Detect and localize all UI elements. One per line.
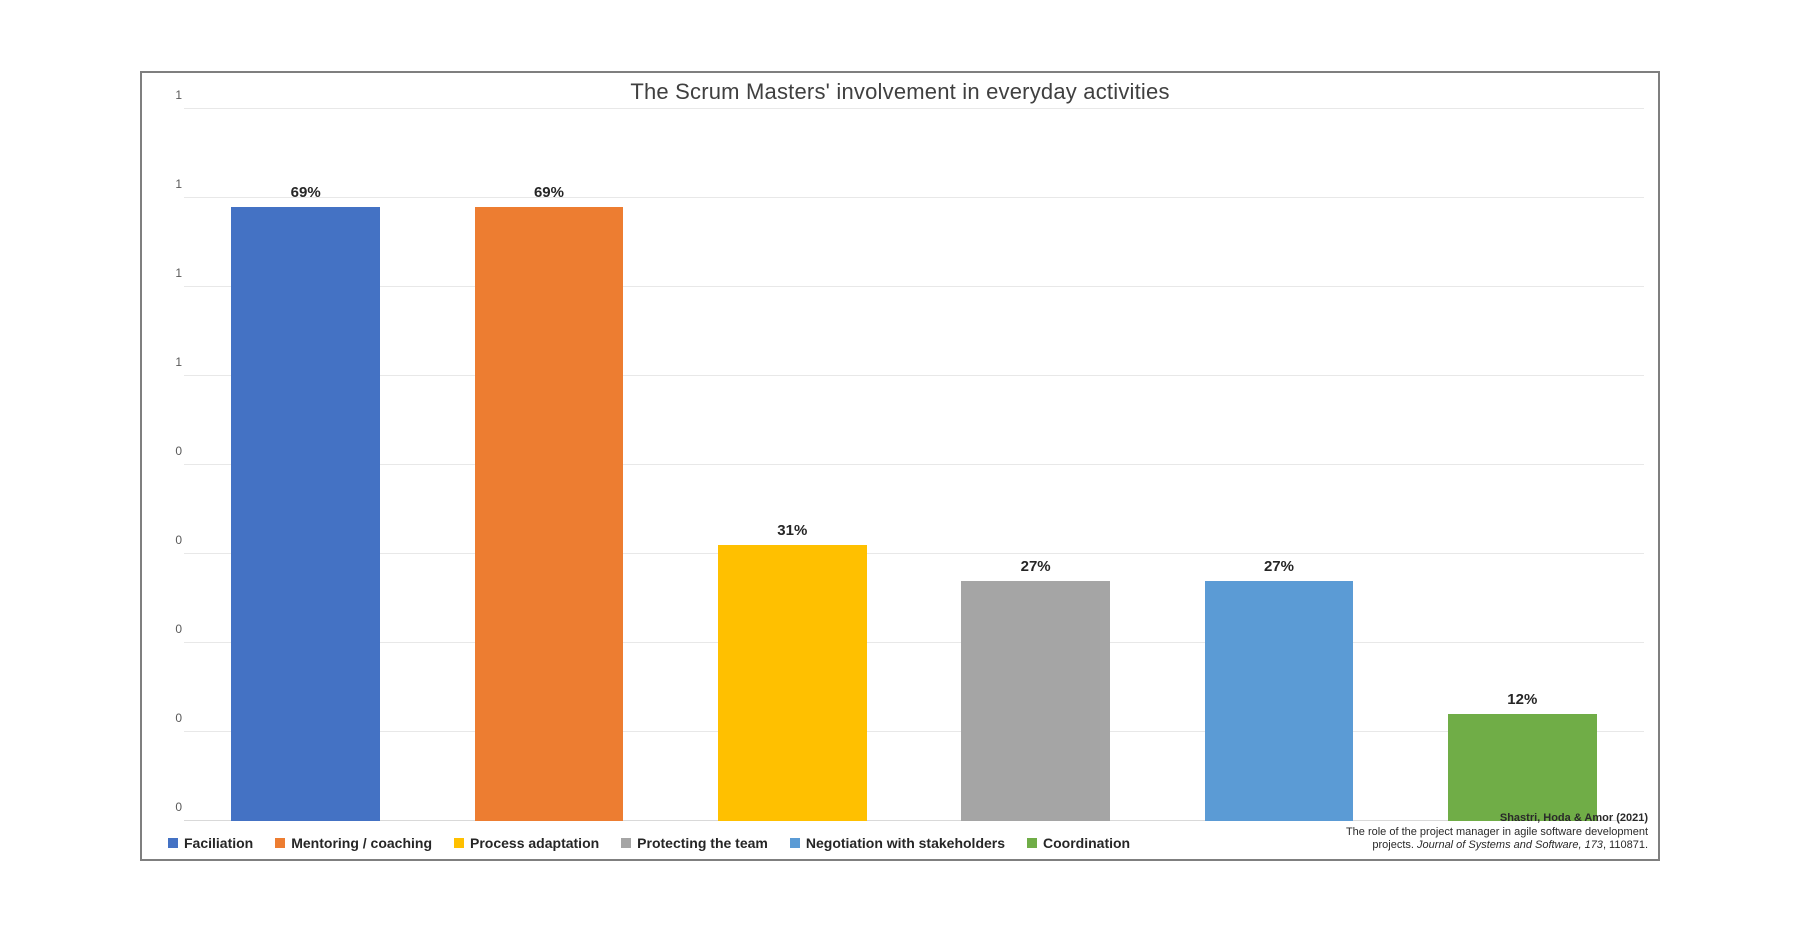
bar: 31% [718, 545, 866, 821]
bar: 69% [231, 207, 379, 821]
legend-label: Mentoring / coaching [291, 835, 432, 851]
bar-value-label: 12% [1507, 691, 1537, 708]
citation-prefix: projects. [1372, 839, 1417, 851]
legend-label: Faciliation [184, 835, 253, 851]
y-axis-tick: 0 [170, 800, 182, 814]
y-axis-tick: 0 [170, 533, 182, 547]
bar-value-label: 69% [534, 184, 564, 201]
legend-label: Negotiation with stakeholders [806, 835, 1005, 851]
legend-swatch [1027, 838, 1037, 848]
chart-title: The Scrum Masters' involvement in everyd… [152, 79, 1648, 105]
legend-item: Faciliation [168, 835, 253, 851]
citation-source: projects. Journal of Systems and Softwar… [1346, 839, 1648, 853]
bar-value-label: 27% [1021, 558, 1051, 575]
y-axis-tick: 0 [170, 711, 182, 725]
legend-swatch [454, 838, 464, 848]
bar: 12% [1448, 714, 1596, 821]
citation: Shastri, Hoda & Amor (2021) The role of … [1346, 812, 1648, 853]
bar-slot: 69% [184, 109, 427, 821]
bar: 27% [1205, 581, 1353, 821]
y-axis-tick: 1 [170, 355, 182, 369]
bar: 69% [475, 207, 623, 821]
legend-swatch [621, 838, 631, 848]
y-axis-tick: 1 [170, 177, 182, 191]
bar-value-label: 69% [291, 184, 321, 201]
legend-label: Protecting the team [637, 835, 768, 851]
citation-suffix: , 110871. [1603, 839, 1648, 851]
legend-swatch [790, 838, 800, 848]
bar-value-label: 31% [777, 522, 807, 539]
bar-slot: 12% [1401, 109, 1644, 821]
legend-item: Process adaptation [454, 835, 599, 851]
y-axis-tick: 1 [170, 266, 182, 280]
bars-area: 69% 69% 31% 27% 27% 12% [184, 109, 1644, 821]
legend-label: Coordination [1043, 835, 1130, 851]
y-axis-tick: 0 [170, 444, 182, 458]
bar-slot: 31% [671, 109, 914, 821]
y-axis-tick: 1 [170, 88, 182, 102]
bar: 27% [961, 581, 1109, 821]
legend-swatch [275, 838, 285, 848]
legend-item: Coordination [1027, 835, 1130, 851]
bar-slot: 27% [1157, 109, 1400, 821]
bar-slot: 27% [914, 109, 1157, 821]
legend-item: Negotiation with stakeholders [790, 835, 1005, 851]
legend-item: Protecting the team [621, 835, 768, 851]
chart-body: 000001111 69%69%31%27%27%12% Faciliation… [152, 109, 1648, 853]
y-axis-tick: 0 [170, 622, 182, 636]
chart-frame: The Scrum Masters' involvement in everyd… [140, 71, 1660, 861]
legend-label: Process adaptation [470, 835, 599, 851]
citation-journal: Journal of Systems and Software, 173 [1417, 839, 1603, 851]
bar-value-label: 27% [1264, 558, 1294, 575]
citation-title: The role of the project manager in agile… [1346, 826, 1648, 840]
bar-slot: 69% [427, 109, 670, 821]
plot-area: 000001111 69%69%31%27%27%12% [170, 109, 1644, 821]
legend-item: Mentoring / coaching [275, 835, 432, 851]
citation-authors: Shastri, Hoda & Amor (2021) [1346, 812, 1648, 826]
legend-swatch [168, 838, 178, 848]
